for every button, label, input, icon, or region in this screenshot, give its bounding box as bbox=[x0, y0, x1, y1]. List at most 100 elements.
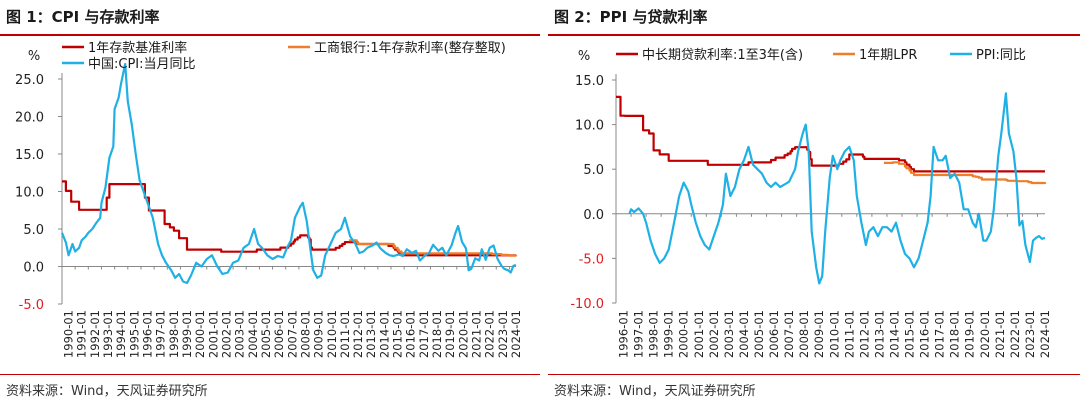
x-tick-label: 2021-01 bbox=[993, 310, 1007, 358]
y-tick-label: 15.0 bbox=[15, 148, 44, 163]
legend-label: PPI:同比 bbox=[976, 48, 1026, 63]
legend-label: 中国:CPI:当月同比 bbox=[88, 57, 196, 72]
x-tick-label: 1991-01 bbox=[75, 310, 89, 358]
x-tick-label: 2020-01 bbox=[456, 310, 470, 358]
x-tick-label: 2002-01 bbox=[707, 310, 721, 358]
series-line bbox=[883, 161, 1047, 185]
x-tick-label: 2021-01 bbox=[470, 310, 484, 358]
x-tick-label: 2013-01 bbox=[364, 310, 378, 358]
y-tick-label: 10.0 bbox=[15, 186, 44, 201]
y-tick-label: 5.0 bbox=[583, 163, 604, 178]
x-tick-label: 2005-01 bbox=[259, 310, 273, 358]
y-tick-label: 10.0 bbox=[575, 119, 604, 134]
x-tick-label: 2023-01 bbox=[1023, 310, 1037, 358]
x-tick-label: 2022-01 bbox=[483, 310, 497, 358]
x-tick-label: 2020-01 bbox=[978, 310, 992, 358]
x-tick-label: 2016-01 bbox=[404, 310, 418, 358]
x-tick-label: 1990-01 bbox=[62, 310, 76, 358]
x-tick-label: 2011-01 bbox=[842, 310, 856, 358]
y-tick-label: -10.0 bbox=[570, 297, 604, 312]
x-tick-label: 2012-01 bbox=[351, 310, 365, 358]
x-tick-label: 1997-01 bbox=[632, 310, 646, 358]
x-tick-label: 2024-01 bbox=[509, 310, 523, 358]
x-tick-label: 2013-01 bbox=[872, 310, 886, 358]
chart-title: 图 2：PPI 与贷款利率 bbox=[554, 8, 708, 26]
source-divider bbox=[548, 374, 1080, 375]
y-tick-label: 15.0 bbox=[575, 74, 604, 89]
title-divider bbox=[548, 34, 1080, 36]
x-tick-label: 2006-01 bbox=[767, 310, 781, 358]
y-tick-label: 20.0 bbox=[15, 111, 44, 126]
title-divider bbox=[0, 34, 540, 36]
x-tick-label: 2004-01 bbox=[246, 310, 260, 358]
x-tick-label: 2003-01 bbox=[233, 310, 247, 358]
x-tick-label: 1995-01 bbox=[127, 310, 141, 358]
x-tick-label: 2015-01 bbox=[903, 310, 917, 358]
chart-panel-cpi: 图 1：CPI 与存款利率 % 25.0 20.0 15.0 10.0 5.0 0.0 -5.… bbox=[0, 8, 540, 399]
x-tick-label: 2006-01 bbox=[272, 310, 286, 358]
x-tick-label: 2007-01 bbox=[782, 310, 796, 358]
x-tick-label: 2009-01 bbox=[312, 310, 326, 358]
x-tick-label: 2011-01 bbox=[338, 310, 352, 358]
x-tick-label: 2005-01 bbox=[752, 310, 766, 358]
legend-label: 中长期贷款利率:1至3年(含) bbox=[642, 47, 803, 63]
x-tick-label: 2016-01 bbox=[918, 310, 932, 358]
y-tick-label: -5.0 bbox=[19, 298, 44, 313]
x-tick-label: 2014-01 bbox=[887, 310, 901, 358]
x-tick-label: 1998-01 bbox=[167, 310, 181, 358]
x-tick-label: 2017-01 bbox=[933, 310, 947, 358]
x-tick-label: 1999-01 bbox=[180, 310, 194, 358]
x-tick-label: 1996-01 bbox=[141, 310, 155, 358]
source-divider bbox=[0, 374, 540, 375]
series-line bbox=[60, 62, 517, 285]
legend-label: 工商银行:1年存款利率(整存整取) bbox=[314, 40, 506, 56]
chart-panel-ppi: 图 2：PPI 与贷款利率 % 15.0 10.0 5.0 0.0 -5.0 -10.0 19… bbox=[548, 0, 1080, 415]
x-tick-label: 2024-01 bbox=[1038, 310, 1052, 358]
x-tick-label: 2000-01 bbox=[677, 310, 691, 358]
x-tick-label: 1997-01 bbox=[154, 310, 168, 358]
x-tick-label: 1996-01 bbox=[617, 310, 631, 358]
series-line bbox=[348, 239, 518, 257]
x-tick-label: 2001-01 bbox=[206, 310, 220, 358]
x-tick-label: 2019-01 bbox=[963, 310, 977, 358]
x-tick-label: 2015-01 bbox=[391, 310, 405, 358]
x-tick-label: 2014-01 bbox=[377, 310, 391, 358]
series-line bbox=[628, 92, 1046, 285]
x-tick-label: 2022-01 bbox=[1008, 310, 1022, 358]
x-tick-label: 2010-01 bbox=[827, 310, 841, 358]
x-tick-label: 2017-01 bbox=[417, 310, 431, 358]
chart-title: 图 1：CPI 与存款利率 bbox=[6, 8, 160, 26]
x-tick-label: 1993-01 bbox=[101, 310, 115, 358]
source-note: 资料来源：Wind，天风证券研究所 bbox=[554, 384, 756, 399]
y-tick-label: 0.0 bbox=[23, 261, 44, 276]
x-tick-label: 2004-01 bbox=[737, 310, 751, 358]
x-tick-label: 2019-01 bbox=[443, 310, 457, 358]
y-tick-label: 5.0 bbox=[23, 223, 44, 238]
x-tick-label: 2018-01 bbox=[948, 310, 962, 358]
x-tick-label: 2012-01 bbox=[857, 310, 871, 358]
legend-label: 1年存款基准利率 bbox=[88, 40, 187, 56]
x-tick-label: 2010-01 bbox=[325, 310, 339, 358]
x-tick-label: 2007-01 bbox=[285, 310, 299, 358]
x-tick-label: 2003-01 bbox=[722, 310, 736, 358]
x-tick-label: 1999-01 bbox=[662, 310, 676, 358]
x-tick-label: 2001-01 bbox=[692, 310, 706, 358]
x-tick-label: 2002-01 bbox=[219, 310, 233, 358]
x-tick-label: 1998-01 bbox=[647, 310, 661, 358]
y-axis-label: % bbox=[578, 49, 590, 64]
legend-label: 1年期LPR bbox=[859, 48, 917, 63]
x-tick-label: 2008-01 bbox=[797, 310, 811, 358]
x-tick-label: 2018-01 bbox=[430, 310, 444, 358]
x-tick-label: 2008-01 bbox=[298, 310, 312, 358]
x-tick-label: 1994-01 bbox=[114, 310, 128, 358]
x-tick-label: 2009-01 bbox=[812, 310, 826, 358]
cpi-deposit-rate-chart: % 25.0 20.0 15.0 10.0 5.0 0.0 -5.0 1990-01 1991-0… bbox=[15, 40, 523, 358]
x-tick-label: 2023-01 bbox=[496, 310, 510, 358]
x-tick-label: 2000-01 bbox=[193, 310, 207, 358]
source-note: 资料来源：Wind，天风证券研究所 bbox=[6, 384, 208, 399]
series-line bbox=[616, 95, 1045, 173]
y-tick-label: -5.0 bbox=[579, 252, 604, 267]
y-tick-label: 25.0 bbox=[15, 73, 44, 88]
y-axis-label: % bbox=[28, 49, 40, 64]
